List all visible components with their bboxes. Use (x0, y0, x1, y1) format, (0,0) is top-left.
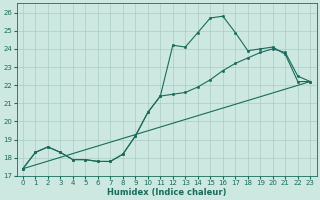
X-axis label: Humidex (Indice chaleur): Humidex (Indice chaleur) (107, 188, 226, 197)
